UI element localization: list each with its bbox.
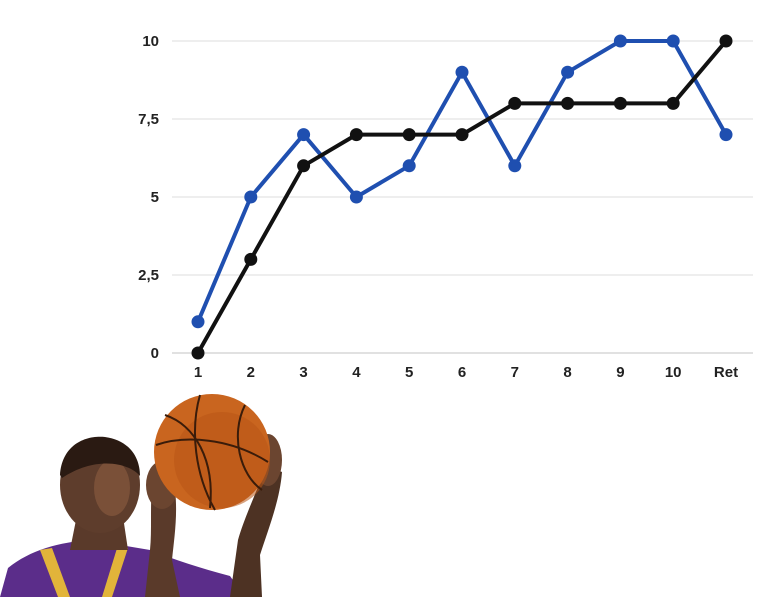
data-point bbox=[561, 96, 575, 110]
x-tick-label: 1 bbox=[194, 364, 202, 381]
data-point bbox=[719, 128, 733, 142]
x-tick-label: Ret bbox=[714, 364, 738, 381]
data-point bbox=[613, 34, 627, 48]
data-point bbox=[508, 96, 522, 110]
y-tick-label: 7,5 bbox=[138, 111, 159, 128]
data-point bbox=[297, 128, 311, 142]
x-tick-label: 3 bbox=[299, 364, 307, 381]
y-tick-label: 0 bbox=[151, 345, 159, 362]
data-point bbox=[666, 96, 680, 110]
basketball-seam bbox=[164, 414, 212, 509]
basketball-player-photo bbox=[0, 394, 282, 597]
data-point bbox=[244, 252, 258, 266]
data-point bbox=[402, 159, 416, 173]
x-tick-label: 6 bbox=[458, 364, 466, 381]
x-axis-ticks: 1 2 3 4 5 6 7 8 9 10 Ret bbox=[194, 364, 738, 381]
basketball-seam bbox=[194, 394, 216, 511]
data-point bbox=[349, 128, 363, 142]
x-tick-label: 8 bbox=[563, 364, 571, 381]
basketball-seam bbox=[236, 404, 263, 491]
basketball-shade bbox=[174, 412, 270, 508]
data-point bbox=[191, 346, 205, 360]
arm-shape bbox=[145, 485, 180, 597]
data-point bbox=[455, 128, 469, 142]
arm-shape bbox=[230, 465, 282, 597]
series-line bbox=[196, 39, 728, 324]
series-1 bbox=[191, 34, 733, 329]
data-point bbox=[719, 34, 733, 48]
data-point bbox=[191, 315, 205, 329]
x-tick-label: 2 bbox=[247, 364, 255, 381]
data-point bbox=[244, 190, 258, 204]
data-point bbox=[613, 96, 627, 110]
series-2 bbox=[191, 34, 733, 360]
face-highlight bbox=[94, 460, 130, 516]
y-axis-ticks: 0 2,5 5 7,5 10 bbox=[138, 33, 159, 362]
x-tick-label: 4 bbox=[352, 364, 361, 381]
data-point bbox=[561, 65, 575, 79]
line-chart: 0 2,5 5 7,5 10 1 2 3 4 5 6 7 8 9 10 Ret bbox=[138, 33, 753, 381]
y-tick-label: 2,5 bbox=[138, 267, 159, 284]
hair-shape bbox=[60, 436, 140, 478]
series-group bbox=[191, 34, 733, 360]
jersey-trim bbox=[40, 548, 70, 597]
data-point bbox=[297, 159, 311, 173]
data-point bbox=[349, 190, 363, 204]
x-tick-label: 7 bbox=[511, 364, 519, 381]
x-tick-label: 5 bbox=[405, 364, 413, 381]
data-point bbox=[402, 128, 416, 142]
data-point bbox=[455, 65, 469, 79]
x-tick-label: 10 bbox=[665, 364, 682, 381]
jersey-trim bbox=[102, 545, 128, 597]
grid-lines bbox=[172, 40, 753, 354]
x-tick-label: 9 bbox=[616, 364, 624, 381]
basketball-seam bbox=[155, 438, 269, 463]
data-point bbox=[508, 159, 522, 173]
y-tick-label: 5 bbox=[151, 189, 159, 206]
data-point bbox=[666, 34, 680, 48]
y-tick-label: 10 bbox=[142, 33, 159, 50]
